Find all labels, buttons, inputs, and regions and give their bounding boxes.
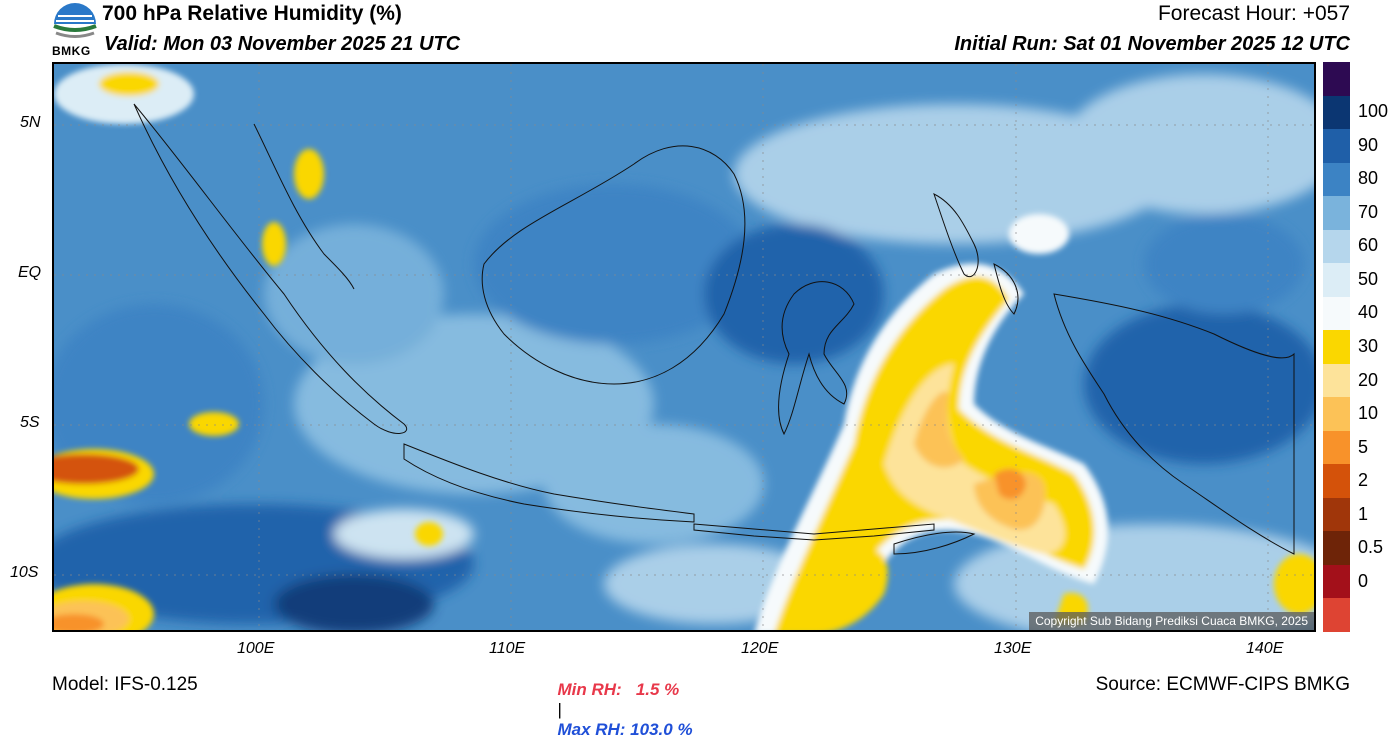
colorbar-label-100: 100 bbox=[1358, 101, 1389, 122]
colorbar-label-10: 10 bbox=[1358, 403, 1379, 424]
colorbar bbox=[1323, 62, 1350, 633]
colorbar-segment bbox=[1323, 497, 1350, 532]
colorbar-label-0-5: 0.5 bbox=[1358, 537, 1384, 558]
colorbar-segment bbox=[1323, 464, 1350, 499]
colorbar-segment bbox=[1323, 363, 1350, 398]
colorbar-segment bbox=[1323, 62, 1350, 97]
colorbar-segment bbox=[1323, 330, 1350, 365]
colorbar-segment bbox=[1323, 162, 1350, 197]
colorbar-segment bbox=[1323, 531, 1350, 566]
colorbar-label-5: 5 bbox=[1358, 436, 1369, 457]
lon-label-110e: 110E bbox=[489, 640, 526, 657]
min-rh: Min RH: 1.5 % bbox=[557, 680, 680, 699]
colorbar-label-30: 30 bbox=[1358, 336, 1379, 356]
map-title: 700 hPa Relative Humidity (%) bbox=[102, 2, 402, 25]
timor-coast bbox=[893, 531, 976, 555]
model-label: Model: IFS-0.125 bbox=[52, 674, 198, 695]
lon-label-140e: 140E bbox=[1246, 640, 1284, 657]
copyright-notice: Copyright Sub Bidang Prediksi Cuaca BMKG… bbox=[1029, 612, 1314, 630]
bmkg-logo: BMKG bbox=[52, 2, 98, 58]
papua-coast bbox=[1053, 293, 1295, 555]
lon-label-130e: 130E bbox=[994, 640, 1032, 657]
lat-label-eq: EQ bbox=[18, 264, 42, 281]
colorbar-label-0: 0 bbox=[1358, 570, 1369, 591]
colorbar-label-2: 2 bbox=[1358, 470, 1369, 491]
colorbar-label-90: 90 bbox=[1358, 134, 1379, 155]
sulawesi-coast bbox=[778, 281, 855, 436]
lon-label-100e: 100E bbox=[237, 640, 275, 657]
colorbar-segment bbox=[1323, 296, 1350, 331]
colorbar-segment bbox=[1323, 95, 1350, 130]
rh-stats: Min RH: 1.5 % | Max RH: 103.0 % bbox=[548, 660, 693, 740]
lat-label-10s: 10S bbox=[10, 564, 39, 581]
colorbar-segment bbox=[1323, 263, 1350, 298]
colorbar-label-70: 70 bbox=[1358, 201, 1379, 222]
bmkg-logo-text: BMKG bbox=[52, 44, 91, 58]
sumatra-coast bbox=[133, 103, 407, 434]
source-label: Source: ECMWF-CIPS BMKG bbox=[1095, 674, 1350, 695]
rh-separator: | bbox=[557, 700, 562, 719]
java-coast bbox=[403, 443, 695, 523]
colorbar-segment bbox=[1323, 598, 1350, 633]
colorbar-segment bbox=[1323, 430, 1350, 465]
colorbar-labels: 100 90 80 70 60 50 40 30 20 10 5 2 1 0.5… bbox=[1356, 62, 1400, 632]
lat-label-5n: 5N bbox=[20, 114, 41, 131]
malaya-coast bbox=[253, 123, 355, 290]
colorbar-label-1: 1 bbox=[1358, 503, 1369, 524]
philippines-coast bbox=[933, 193, 979, 277]
humidity-map: Copyright Sub Bidang Prediksi Cuaca BMKG… bbox=[52, 62, 1316, 632]
colorbar-label-50: 50 bbox=[1358, 268, 1379, 289]
max-rh: Max RH: 103.0 % bbox=[557, 720, 693, 739]
nusa-tenggara-coast bbox=[693, 523, 935, 541]
colorbar-segment bbox=[1323, 129, 1350, 164]
colorbar-segment bbox=[1323, 397, 1350, 432]
colorbar-label-20: 20 bbox=[1358, 369, 1379, 390]
borneo-coast bbox=[481, 145, 746, 385]
colorbar-label-60: 60 bbox=[1358, 235, 1379, 256]
colorbar-segment bbox=[1323, 229, 1350, 264]
valid-time: Valid: Mon 03 November 2025 21 UTC bbox=[104, 33, 461, 55]
lon-label-120e: 120E bbox=[741, 640, 779, 657]
bmkg-logo-icon bbox=[53, 3, 97, 38]
colorbar-segment bbox=[1323, 196, 1350, 231]
colorbar-label-80: 80 bbox=[1358, 168, 1379, 189]
lat-label-5s: 5S bbox=[20, 414, 40, 431]
forecast-hour: Forecast Hour: +057 bbox=[1157, 2, 1350, 25]
colorbar-label-40: 40 bbox=[1358, 302, 1379, 323]
halmahera-coast bbox=[993, 263, 1019, 315]
initial-run: Initial Run: Sat 01 November 2025 12 UTC bbox=[954, 33, 1350, 55]
humidity-field bbox=[54, 64, 1314, 630]
colorbar-segment bbox=[1323, 564, 1350, 599]
